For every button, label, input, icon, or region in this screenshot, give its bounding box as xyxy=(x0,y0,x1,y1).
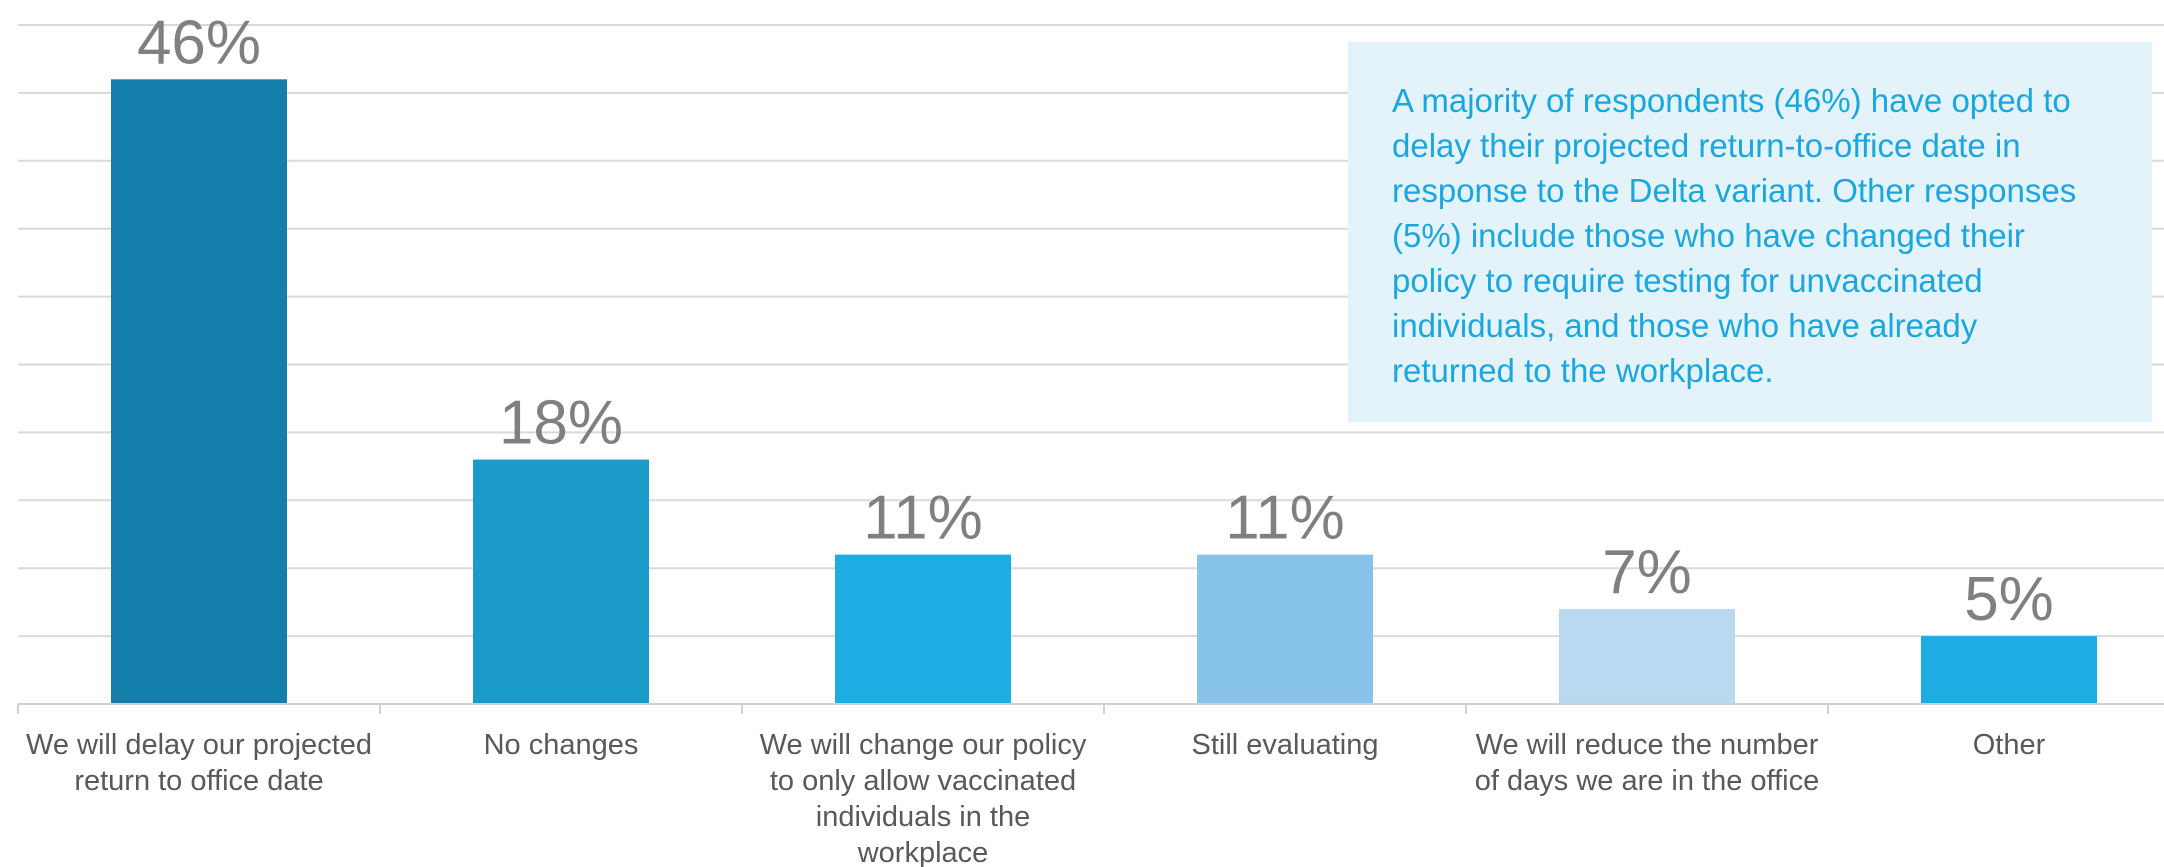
category-label: We will reduce the number of days we are … xyxy=(1475,729,1819,797)
annotation-line: returned to the workplace. xyxy=(1392,352,1774,389)
data-label: 7% xyxy=(1602,538,1692,607)
data-label: 18% xyxy=(499,389,623,458)
bar xyxy=(1197,554,1373,704)
bar xyxy=(1559,608,1735,704)
category-label: No changes xyxy=(484,729,639,761)
category-label: We will change our policy to only allow v… xyxy=(760,729,1087,867)
category-label: Still evaluating xyxy=(1192,729,1379,761)
bar xyxy=(1921,636,2097,704)
data-label: 46% xyxy=(137,8,261,77)
annotation-line: (5%) include those who have changed thei… xyxy=(1392,217,2025,254)
annotation-line: policy to require testing for unvaccinat… xyxy=(1392,262,1983,299)
x-axis xyxy=(17,703,2164,714)
data-labels: 46% 18% 11% 11% 7% 5% xyxy=(137,8,2054,634)
annotation-line: individuals, and those who have already xyxy=(1392,307,1978,344)
bar xyxy=(473,459,649,704)
annotation-line: response to the Delta variant. Other res… xyxy=(1392,172,2077,209)
category-labels: We will delay our projected return to off… xyxy=(26,729,2046,867)
annotation-text: A majority of respondents (46%) have opt… xyxy=(1392,78,2128,393)
bar xyxy=(111,79,287,704)
annotation-box: A majority of respondents (46%) have opt… xyxy=(1348,42,2152,422)
annotation-line: delay their projected return-to-office d… xyxy=(1392,127,2021,164)
bars xyxy=(111,79,2097,704)
bar xyxy=(835,554,1011,704)
data-label: 11% xyxy=(1225,484,1345,553)
category-label: Other xyxy=(1973,729,2046,761)
annotation-line: A majority of respondents (46%) have opt… xyxy=(1392,82,2071,119)
data-label: 11% xyxy=(863,484,983,553)
data-label: 5% xyxy=(1964,565,2054,634)
gridlines xyxy=(18,24,2164,638)
category-label: We will delay our projected return to off… xyxy=(26,729,372,797)
